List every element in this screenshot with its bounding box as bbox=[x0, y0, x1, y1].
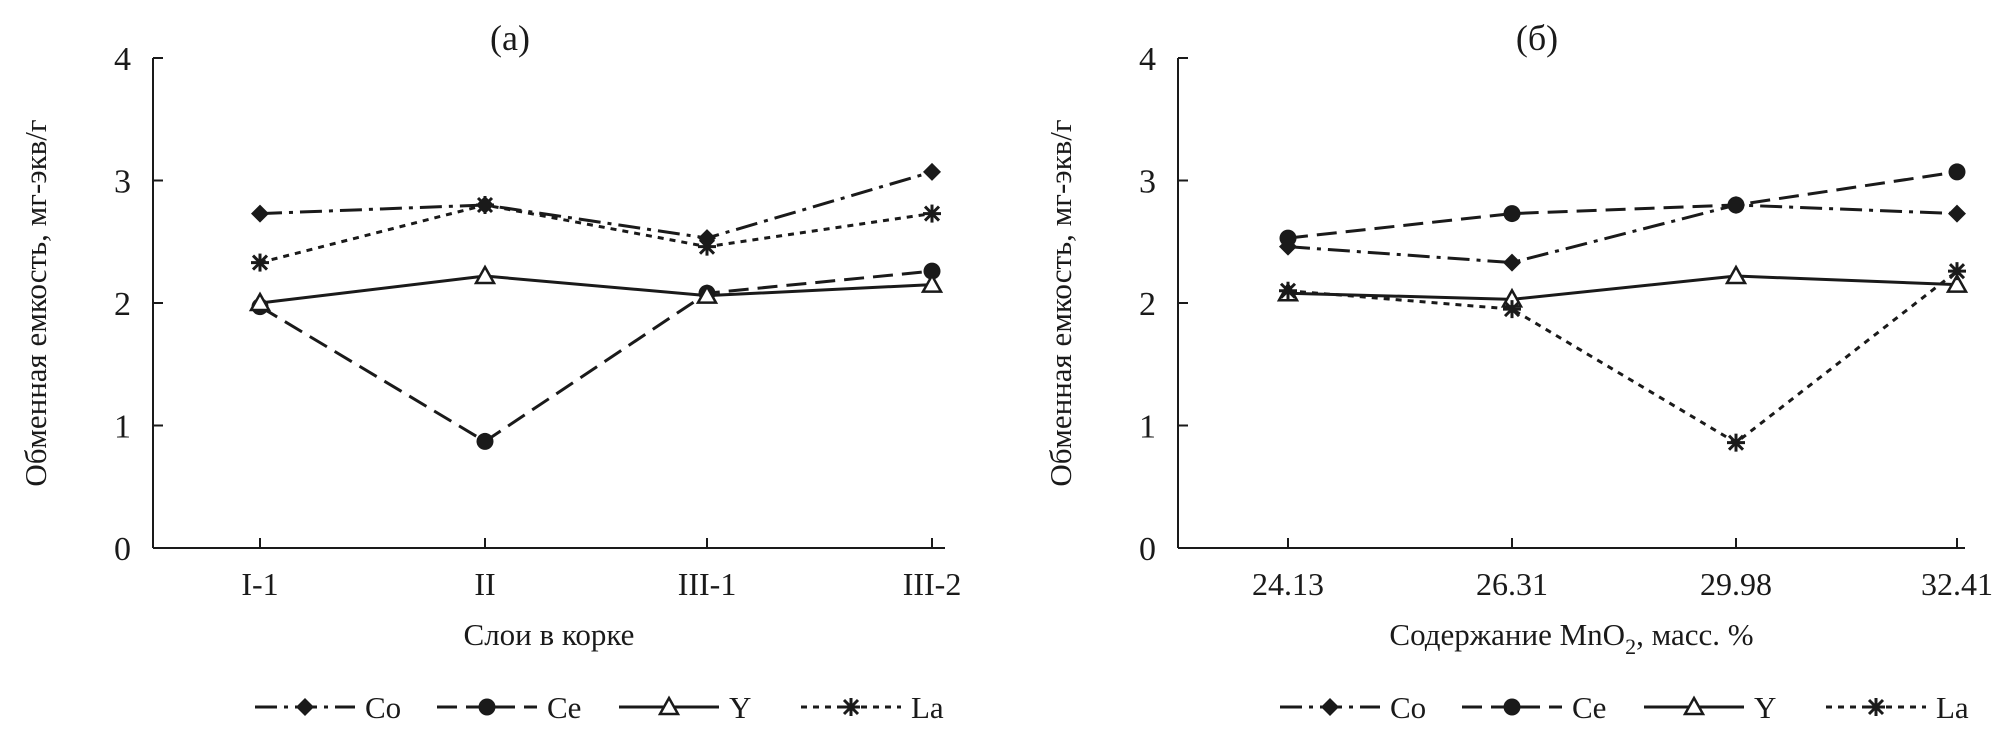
data-point bbox=[695, 284, 719, 304]
x-tick-label: III-1 bbox=[678, 566, 737, 602]
legend-label: La bbox=[911, 690, 944, 725]
data-point bbox=[923, 204, 941, 223]
chart-title: (a) bbox=[490, 18, 530, 58]
series-la bbox=[251, 196, 941, 272]
legend-marker bbox=[296, 698, 314, 716]
data-point bbox=[920, 273, 944, 293]
chart-panel-b: 0 1 2 3 4 24.13 26.31 29.98 32.41 (б) Обменная емк… bbox=[1043, 18, 1993, 725]
legend-item-co: Co bbox=[255, 690, 401, 725]
x-tick-label: 29.98 bbox=[1700, 566, 1772, 602]
legend-marker bbox=[1867, 698, 1885, 716]
legend-label: Ce bbox=[1572, 690, 1606, 725]
legend-label: Co bbox=[1390, 690, 1426, 725]
y-tick-label: 1 bbox=[1139, 409, 1156, 446]
series-line bbox=[259, 269, 933, 444]
series-line bbox=[259, 274, 933, 305]
legend-item-la: La bbox=[801, 690, 944, 725]
data-point bbox=[1279, 281, 1297, 300]
data-point bbox=[1503, 300, 1521, 319]
series-line bbox=[1287, 170, 1958, 240]
x-tick-label: 32.41 bbox=[1921, 566, 1993, 602]
series-la bbox=[1279, 262, 1966, 452]
legend-item-co: Co bbox=[1280, 690, 1426, 725]
x-tick-label: III-2 bbox=[903, 566, 962, 602]
data-point bbox=[1279, 229, 1297, 247]
legend-marker bbox=[657, 695, 681, 716]
legend-item-y: Y bbox=[1644, 690, 1776, 725]
legend: Co Ce Y La bbox=[255, 690, 944, 725]
legend-marker bbox=[842, 698, 860, 716]
x-tick-label: 24.13 bbox=[1252, 566, 1324, 602]
y-tick-label: 4 bbox=[1139, 41, 1156, 78]
y-tick-label: 0 bbox=[1139, 531, 1156, 568]
x-axis-label: Слои в корке bbox=[464, 617, 635, 652]
y-tick-label: 0 bbox=[114, 531, 131, 568]
y-axis-label: Обменная емкость, мг-экв/г bbox=[1043, 119, 1078, 486]
data-point bbox=[1945, 273, 1969, 293]
legend-marker bbox=[1321, 698, 1339, 716]
legend-label: Co bbox=[365, 690, 401, 725]
chart-panel-a: 0 1 2 3 4 I-1 II III-1 III-2 (a) Обменная емкость,… bbox=[18, 18, 961, 725]
data-point bbox=[923, 262, 941, 280]
data-point bbox=[1727, 196, 1745, 214]
legend-label: Ce bbox=[547, 690, 581, 725]
y-tick-label: 2 bbox=[1139, 286, 1156, 323]
legend: Co Ce Y La bbox=[1280, 690, 1969, 725]
series-y bbox=[248, 264, 944, 312]
series-co bbox=[251, 162, 941, 248]
data-point bbox=[1724, 264, 1748, 285]
data-point bbox=[251, 204, 269, 223]
series-ce bbox=[1279, 163, 1966, 247]
data-point bbox=[251, 253, 269, 272]
data-point bbox=[476, 196, 494, 214]
data-point bbox=[1503, 205, 1521, 223]
legend-marker bbox=[1503, 698, 1521, 716]
y-tick-label: 2 bbox=[114, 286, 131, 323]
data-point bbox=[476, 432, 494, 450]
y-tick-label: 1 bbox=[114, 409, 131, 446]
data-point bbox=[1727, 433, 1745, 452]
series-line bbox=[259, 203, 933, 265]
chart-title: (б) bbox=[1516, 18, 1558, 58]
data-point bbox=[248, 291, 272, 312]
y-tick-label: 3 bbox=[114, 164, 131, 201]
legend-item-ce: Ce bbox=[437, 690, 581, 725]
data-point bbox=[1948, 262, 1966, 281]
legend-label: Y bbox=[1754, 690, 1776, 725]
series-line bbox=[1287, 203, 1958, 265]
x-tick-label: II bbox=[474, 566, 495, 602]
y-axis-label: Обменная емкость, мг-экв/г bbox=[18, 119, 53, 486]
data-point bbox=[1503, 253, 1521, 272]
legend-marker bbox=[1682, 695, 1706, 716]
legend-label: La bbox=[1936, 690, 1969, 725]
data-point bbox=[698, 237, 716, 256]
legend-marker bbox=[478, 698, 496, 716]
data-point bbox=[473, 264, 497, 285]
legend-item-la: La bbox=[1826, 690, 1969, 725]
legend-label: Y bbox=[729, 690, 751, 725]
data-point bbox=[923, 162, 941, 181]
y-tick-label: 3 bbox=[1139, 164, 1156, 201]
data-point bbox=[1948, 204, 1966, 223]
series-co bbox=[1279, 196, 1966, 272]
legend-item-ce: Ce bbox=[1462, 690, 1606, 725]
series-line bbox=[259, 170, 933, 240]
data-point bbox=[1948, 163, 1966, 181]
legend-item-y: Y bbox=[619, 690, 751, 725]
x-tick-label: I-1 bbox=[241, 566, 278, 602]
series-line bbox=[1287, 269, 1958, 445]
x-tick-label: 26.31 bbox=[1476, 566, 1548, 602]
y-tick-label: 4 bbox=[114, 41, 131, 78]
series-y bbox=[1276, 264, 1969, 308]
series-line bbox=[1287, 274, 1958, 301]
x-axis-label: Содержание MnO2, масс. % bbox=[1389, 617, 1753, 659]
